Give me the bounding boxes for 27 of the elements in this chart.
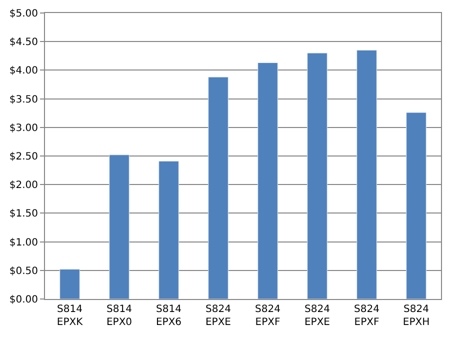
x-tick-label: S814 EPX0 — [106, 304, 132, 328]
bar — [406, 112, 426, 299]
x-tick-label: S824 EPXF — [255, 304, 280, 328]
bar — [158, 160, 179, 299]
bar — [208, 76, 228, 299]
bar — [307, 52, 328, 299]
bar — [258, 62, 278, 299]
y-tick-label: $1.00 — [9, 237, 38, 248]
x-tick-label: S824 EPXE — [205, 304, 232, 328]
x-tick-label: S824 EPXH — [402, 304, 430, 328]
y-tick-label: $3.50 — [9, 94, 38, 106]
x-tick-label: S814 EPXK — [56, 304, 84, 328]
y-tick-label: $4.50 — [9, 37, 38, 48]
bar — [356, 50, 377, 299]
y-tick-label: $5.00 — [9, 8, 38, 20]
x-tick-label: S824 EPXF — [354, 304, 380, 328]
bar — [60, 269, 80, 299]
x-tick-label: S824 EPXE — [304, 304, 330, 328]
y-tick-label: $0.00 — [9, 294, 38, 306]
bar — [109, 154, 130, 299]
y-tick-label: $3.00 — [9, 122, 38, 134]
x-tick-label: S814 EPX6 — [156, 304, 182, 328]
y-tick-label: $2.50 — [9, 152, 38, 162]
y-tick-label: $2.00 — [9, 180, 38, 192]
y-tick-label: $0.50 — [9, 266, 38, 277]
y-tick-label: $4.00 — [9, 66, 38, 77]
y-tick-label: $1.50 — [9, 208, 38, 220]
